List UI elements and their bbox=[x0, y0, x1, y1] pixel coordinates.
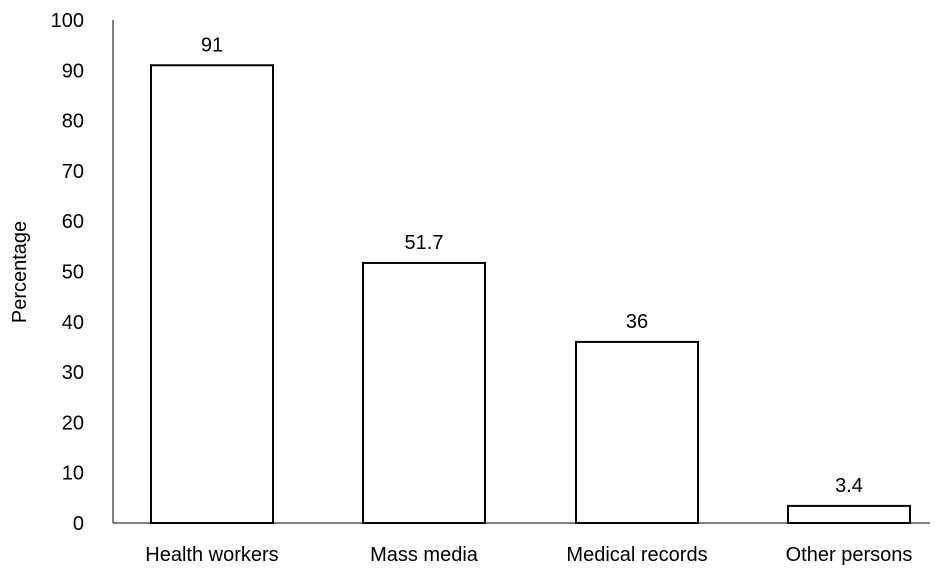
data-labels: 91 51.7 36 3.4 bbox=[201, 34, 863, 497]
bar-value-label: 3.4 bbox=[835, 475, 863, 497]
y-tick-label: 0 bbox=[73, 513, 84, 535]
bar-value-label: 51.7 bbox=[405, 232, 444, 254]
y-tick-label: 10 bbox=[62, 463, 84, 485]
bar bbox=[575, 340, 699, 525]
y-tick-label: 40 bbox=[62, 312, 84, 334]
bar-value-label: 91 bbox=[201, 34, 223, 56]
category-label: Medical records bbox=[566, 544, 707, 566]
y-tick-label: 70 bbox=[62, 161, 84, 183]
y-tick-label: 50 bbox=[62, 262, 84, 284]
y-tick-label: 30 bbox=[62, 362, 84, 384]
category-labels: Health workers Mass media Medical records O… bbox=[145, 544, 912, 566]
category-label: Other persons bbox=[786, 544, 913, 566]
category-label: Health workers bbox=[145, 544, 278, 566]
y-axis-ticks: 0 10 20 30 40 50 60 70 80 90 100 bbox=[51, 10, 84, 535]
bars bbox=[150, 64, 911, 525]
bar bbox=[362, 261, 486, 524]
y-tick-label: 20 bbox=[62, 412, 84, 434]
y-tick-label: 80 bbox=[62, 111, 84, 133]
y-axis-title: Percentage bbox=[9, 221, 31, 323]
category-label: Mass media bbox=[370, 544, 479, 566]
y-tick-label: 60 bbox=[62, 211, 84, 233]
bar-value-label: 36 bbox=[626, 311, 648, 333]
y-tick-label: 100 bbox=[51, 10, 84, 32]
bar bbox=[787, 504, 911, 525]
y-tick-label: 90 bbox=[62, 60, 84, 82]
bar bbox=[150, 64, 274, 525]
